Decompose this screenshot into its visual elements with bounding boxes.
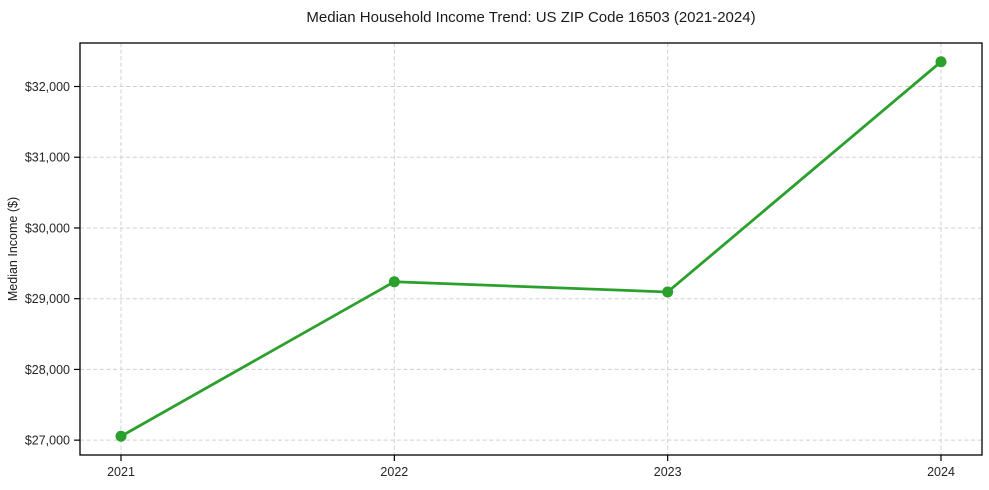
chart-title: Median Household Income Trend: US ZIP Co… (306, 9, 755, 26)
data-point-2023 (662, 286, 674, 298)
y-tick-label: $30,000 (25, 221, 70, 235)
x-tick-label: 2022 (380, 465, 408, 479)
y-tick-label: $32,000 (25, 80, 70, 94)
y-axis-label: Median Income ($) (6, 197, 20, 301)
x-tick-label: 2023 (654, 465, 682, 479)
y-tick-label: $28,000 (25, 363, 70, 377)
plot-border (79, 42, 983, 456)
x-tick-label: 2021 (107, 465, 135, 479)
data-point-2024 (935, 56, 947, 68)
trend-line (119, 60, 943, 438)
y-tick-label: $31,000 (25, 151, 70, 165)
data-point-2021 (115, 430, 127, 442)
axis-layer: $27,000 $28,000 $29,000 $30,000 $31,000 $32,0… (25, 42, 983, 479)
data-point-2022 (388, 276, 400, 288)
y-tick-label: $27,000 (25, 434, 70, 448)
series-layer (115, 56, 947, 442)
x-tick-label: 2024 (927, 465, 955, 479)
grid-layer (80, 43, 982, 455)
y-tick-label: $29,000 (25, 292, 70, 306)
